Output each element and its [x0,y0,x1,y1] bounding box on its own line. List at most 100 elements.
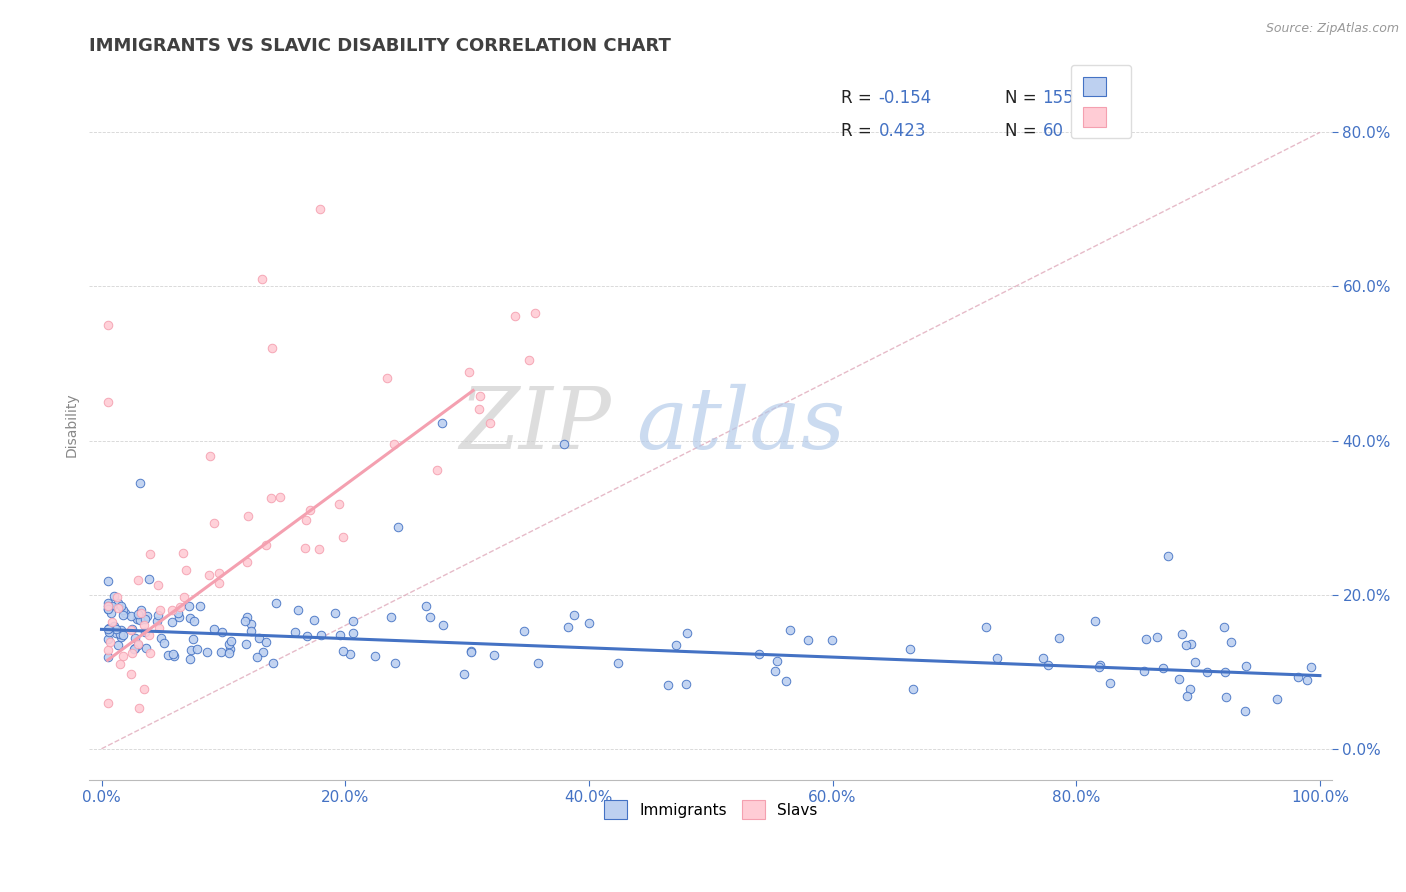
Point [120,666,142,681]
Point [107,601,129,615]
Point [1213,665,1236,680]
Point [128,614,150,628]
Text: 155: 155 [1042,89,1074,107]
Point [1135,632,1157,647]
Point [122,642,145,657]
Point [1212,620,1234,634]
Point [260,491,283,505]
Point [108,627,131,641]
Point [974,620,997,634]
Point [1265,691,1288,706]
Point [97,599,120,614]
Point [1157,549,1180,563]
Point [453,667,475,681]
Point [111,649,134,664]
Text: N =: N = [1005,89,1042,107]
Point [127,607,149,621]
Point [98,621,121,635]
Point [457,365,479,379]
Point [482,648,505,662]
Point [308,541,330,556]
Point [202,622,225,636]
Point [233,614,256,628]
Point [478,416,501,430]
Point [107,639,129,653]
Point [124,641,146,656]
Point [236,555,259,569]
Point [128,475,150,490]
Point [127,637,149,651]
Point [149,632,172,646]
Point [97,395,120,409]
Point [111,628,134,642]
Point [160,615,183,629]
Point [342,614,364,628]
Point [110,630,132,644]
Point [190,599,212,614]
Point [246,650,269,665]
Point [329,628,352,642]
Point [239,624,262,638]
Point [665,638,688,652]
Point [903,682,925,697]
Point [211,625,233,640]
Point [1220,635,1243,649]
Point [107,596,129,610]
Point [249,631,271,645]
Point [127,573,149,587]
Point [97,650,120,665]
Point [136,609,159,624]
Point [364,649,387,664]
Point [468,402,491,417]
Point [134,681,156,696]
Point [557,620,579,634]
Y-axis label: Disability: Disability [65,392,79,458]
Point [295,513,318,527]
Point [97,318,120,332]
Point [1038,657,1060,672]
Point [1180,681,1202,696]
Point [114,607,136,621]
Text: R =: R = [841,122,877,140]
Point [419,609,441,624]
Point [108,657,131,671]
Point [98,625,121,640]
Point [578,616,600,631]
Point [606,656,628,670]
Point [218,642,240,657]
Point [309,628,332,642]
Point [1168,672,1191,686]
Point [1032,651,1054,665]
Point [103,589,125,603]
Point [1177,689,1199,703]
Point [134,617,156,632]
Point [110,599,132,613]
Point [263,656,285,670]
Point [180,642,202,657]
Point [125,612,148,626]
Point [517,352,540,367]
Point [98,635,121,649]
Point [124,631,146,645]
Point [145,614,167,628]
Point [198,567,221,582]
Point [562,608,585,623]
Point [1301,660,1323,674]
Point [135,641,157,656]
Point [110,623,132,637]
Point [236,509,259,524]
Point [302,613,325,627]
Point [1175,638,1198,652]
Text: ZIP: ZIP [460,384,612,467]
Point [148,621,170,635]
Point [218,637,240,651]
Point [129,606,152,620]
Point [103,619,125,633]
Point [208,576,231,591]
Point [120,623,142,637]
Point [169,599,191,614]
Point [235,636,257,650]
Point [748,647,770,661]
Point [339,647,361,661]
Text: 0.423: 0.423 [879,122,927,140]
